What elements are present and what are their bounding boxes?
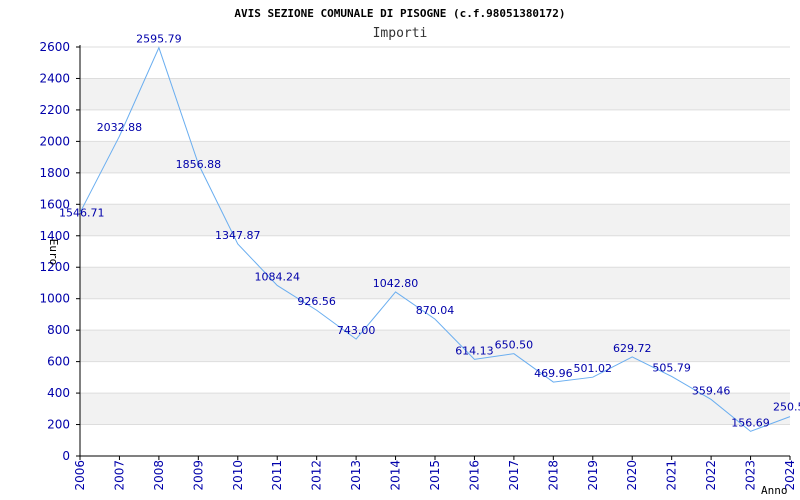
data-label: 505.79 [652,361,691,374]
x-tick-label: 2018 [546,460,560,491]
x-tick-label: 2015 [428,460,442,491]
data-label: 250.5 [773,401,800,414]
y-tick-label: 1400 [39,229,70,243]
x-ticks: 2006 2007 2008 2009 2010 2011 2012 2013 2014 2015… [73,456,797,491]
y-tick-label: 800 [47,323,70,337]
series-line [79,46,791,432]
data-label: 870.04 [416,304,455,317]
x-tick-label: 2012 [310,460,324,491]
x-tick-label: 2010 [231,460,245,491]
x-tick-label: 2014 [389,460,403,491]
y-ticks: 0 200 400 600 800 1000 1200 1400 1600 1800 2000 220… [39,40,80,463]
y-tick-label: 1600 [39,197,70,211]
x-tick-label: 2019 [586,460,600,491]
y-tick-label: 1800 [39,166,70,180]
grid-band [80,330,790,362]
data-label: 650.50 [495,339,534,352]
data-label: 156.69 [731,416,770,429]
y-tick-label: 200 [47,418,70,432]
grid-band [80,204,790,236]
x-tick-label: 2013 [349,460,363,491]
chart-subtitle: Importi [373,26,428,41]
y-tick-label: 1200 [39,260,70,274]
x-tick-label: 2006 [73,460,87,491]
data-label: 926.56 [297,295,336,308]
x-tick-label: 2022 [704,460,718,491]
data-label: 359.46 [692,384,731,397]
chart-title: AVIS SEZIONE COMUNALE DI PISOGNE (c.f.98… [234,7,565,20]
x-tick-label: 2011 [270,460,284,491]
grid-band [80,267,790,299]
data-label: 469.96 [534,367,573,380]
grid-band [80,78,790,110]
x-tick-label: 2016 [467,460,481,491]
grid-band [80,393,790,425]
y-tick-label: 600 [47,355,70,369]
data-label: 1347.87 [215,229,261,242]
x-axis-label: Anno [761,484,788,497]
y-tick-label: 1000 [39,292,70,306]
data-label: 501.02 [574,362,613,375]
x-tick-label: 2020 [625,460,639,491]
y-tick-label: 2400 [39,71,70,85]
grid-bands [80,78,790,425]
x-tick-label: 2009 [191,460,205,491]
y-tick-label: 0 [62,449,70,463]
x-tick-label: 2024 [783,460,797,491]
data-label: 1042.80 [373,277,419,290]
data-label: 2595.79 [136,33,182,46]
data-label: 1546.71 [59,207,105,220]
data-label: 743.00 [337,324,376,337]
data-label: 614.13 [455,344,494,357]
x-tick-label: 2023 [744,460,758,491]
x-tick-label: 2021 [665,460,679,491]
y-tick-label: 400 [47,386,70,400]
y-tick-label: 2600 [39,40,70,54]
data-label: 629.72 [613,342,652,355]
data-label: 1084.24 [254,270,300,283]
y-tick-label: 2000 [39,134,70,148]
data-label: 1856.88 [176,158,222,171]
y-tick-label: 2200 [39,103,70,117]
y-axis-label: Euro [47,239,60,266]
x-tick-label: 2007 [112,460,126,491]
grid-band [80,141,790,173]
x-tick-label: 2008 [152,460,166,491]
data-labels: 1546.71 2032.88 2595.79 1856.88 1347.87 1084.… [59,33,800,430]
x-tick-label: 2017 [507,460,521,491]
data-label: 2032.88 [97,121,143,134]
